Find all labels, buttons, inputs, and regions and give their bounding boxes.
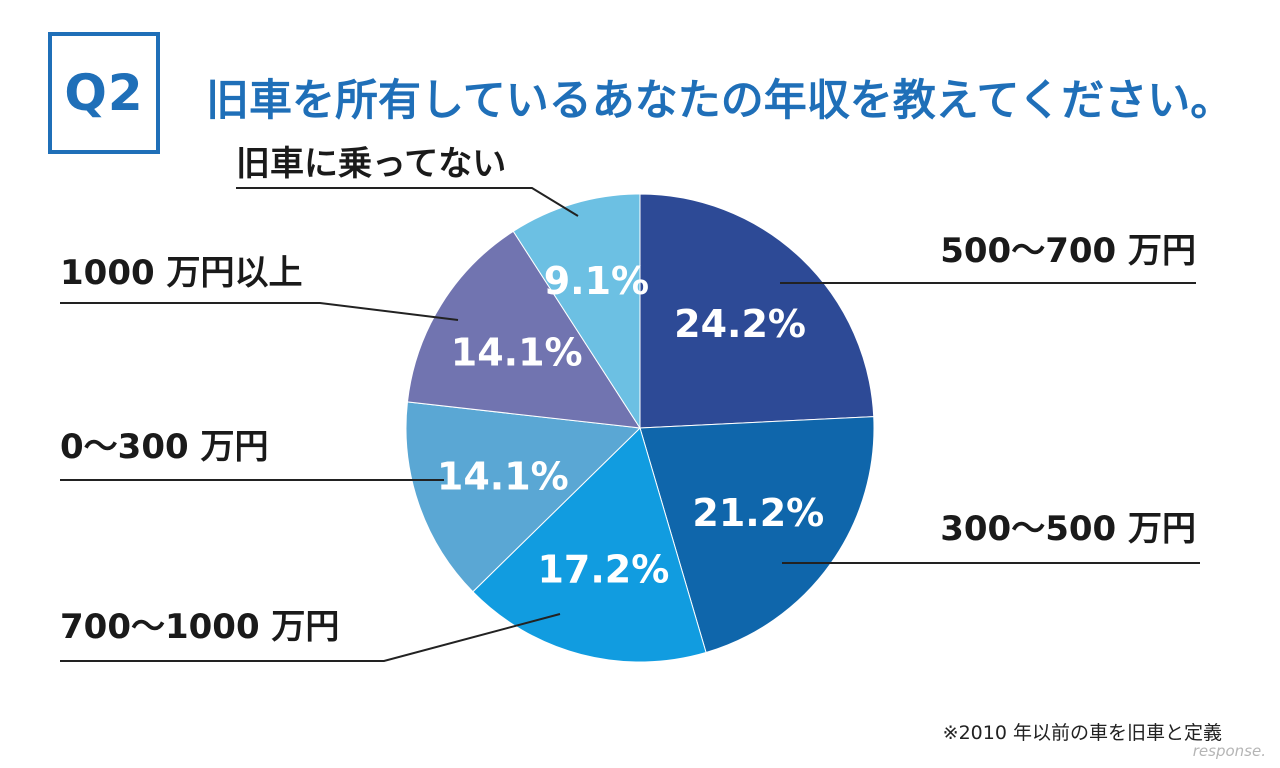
slice-category-label: 700〜1000 万円 bbox=[60, 607, 339, 647]
slice-percent-label: 14.1% bbox=[451, 331, 583, 375]
slice-category-label: 1000 万円以上 bbox=[60, 253, 302, 293]
question-number-box: Q2 bbox=[48, 32, 160, 154]
slice-percent-label: 17.2% bbox=[537, 547, 669, 591]
slice-percent-label: 24.2% bbox=[674, 302, 806, 346]
pie-slice bbox=[512, 193, 641, 430]
slice-category-label: 0〜300 万円 bbox=[60, 427, 268, 467]
slice-category-label: 300〜500 万円 bbox=[940, 509, 1196, 549]
leader-line bbox=[60, 302, 459, 321]
pie-slice bbox=[406, 230, 641, 429]
footnote: ※2010 年以前の車を旧車と定義 bbox=[942, 722, 1222, 744]
slice-percent-label: 9.1% bbox=[544, 259, 649, 303]
pie-slice bbox=[472, 427, 707, 663]
question-number: Q2 bbox=[64, 64, 144, 122]
pie-slice bbox=[405, 401, 642, 593]
slice-category-label: 500〜700 万円 bbox=[940, 231, 1196, 271]
pie-slice bbox=[639, 193, 875, 429]
watermark: response. bbox=[1192, 742, 1266, 760]
slice-percent-label: 21.2% bbox=[692, 491, 824, 535]
slice-category-label: 旧車に乗ってない bbox=[236, 144, 506, 184]
chart-title: 旧車を所有しているあなたの年収を教えてください。 bbox=[206, 76, 1234, 126]
leader-line bbox=[236, 187, 579, 217]
leader-line bbox=[60, 613, 561, 662]
slice-percent-label: 14.1% bbox=[437, 454, 569, 498]
